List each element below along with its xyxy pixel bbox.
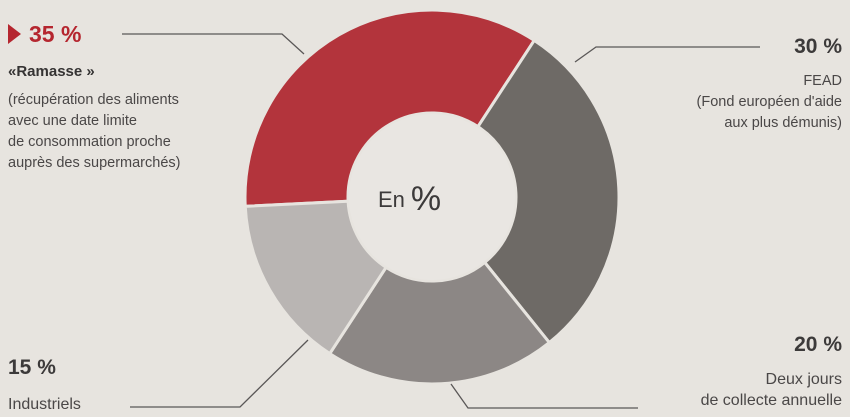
slice-label-ramasse-name: «Ramasse »: [8, 63, 95, 80]
play-arrow-icon: [8, 24, 21, 44]
leader-line-industriels: [130, 339, 309, 408]
donut-slice-ramasse: [243, 8, 537, 208]
center-label: En%: [378, 180, 441, 219]
donut-slice-fead: [475, 38, 621, 345]
slice-label-fead-pct: 30 %: [794, 35, 842, 58]
donut-slice-collecte: [327, 260, 552, 386]
center-label-symbol: %: [410, 180, 442, 218]
slice-label-collecte-pct: 20 %: [794, 333, 842, 356]
slice-label-collecte-desc: Deux jours de collecte annuelle: [700, 371, 842, 409]
donut-hole: [349, 114, 515, 280]
slice-label-fead-desc: FEAD (Fond européen d'aide aux plus dému…: [696, 73, 842, 131]
donut-slice-industriels: [243, 199, 389, 356]
slice-label-ramasse-desc: (récupération des aliments avec une date…: [8, 92, 181, 171]
leader-line-collecte: [450, 383, 638, 409]
center-label-text: En: [378, 187, 405, 212]
slice-label-ramasse-pct: 35 %: [8, 21, 81, 48]
slice-label-industriels-name: Industriels: [8, 396, 81, 413]
slice-label-industriels-pct: 15 %: [8, 356, 56, 379]
donut-slices: [243, 8, 621, 386]
leader-lines: [122, 33, 760, 409]
leader-line-fead: [574, 46, 760, 63]
leader-line-ramasse: [122, 33, 305, 55]
